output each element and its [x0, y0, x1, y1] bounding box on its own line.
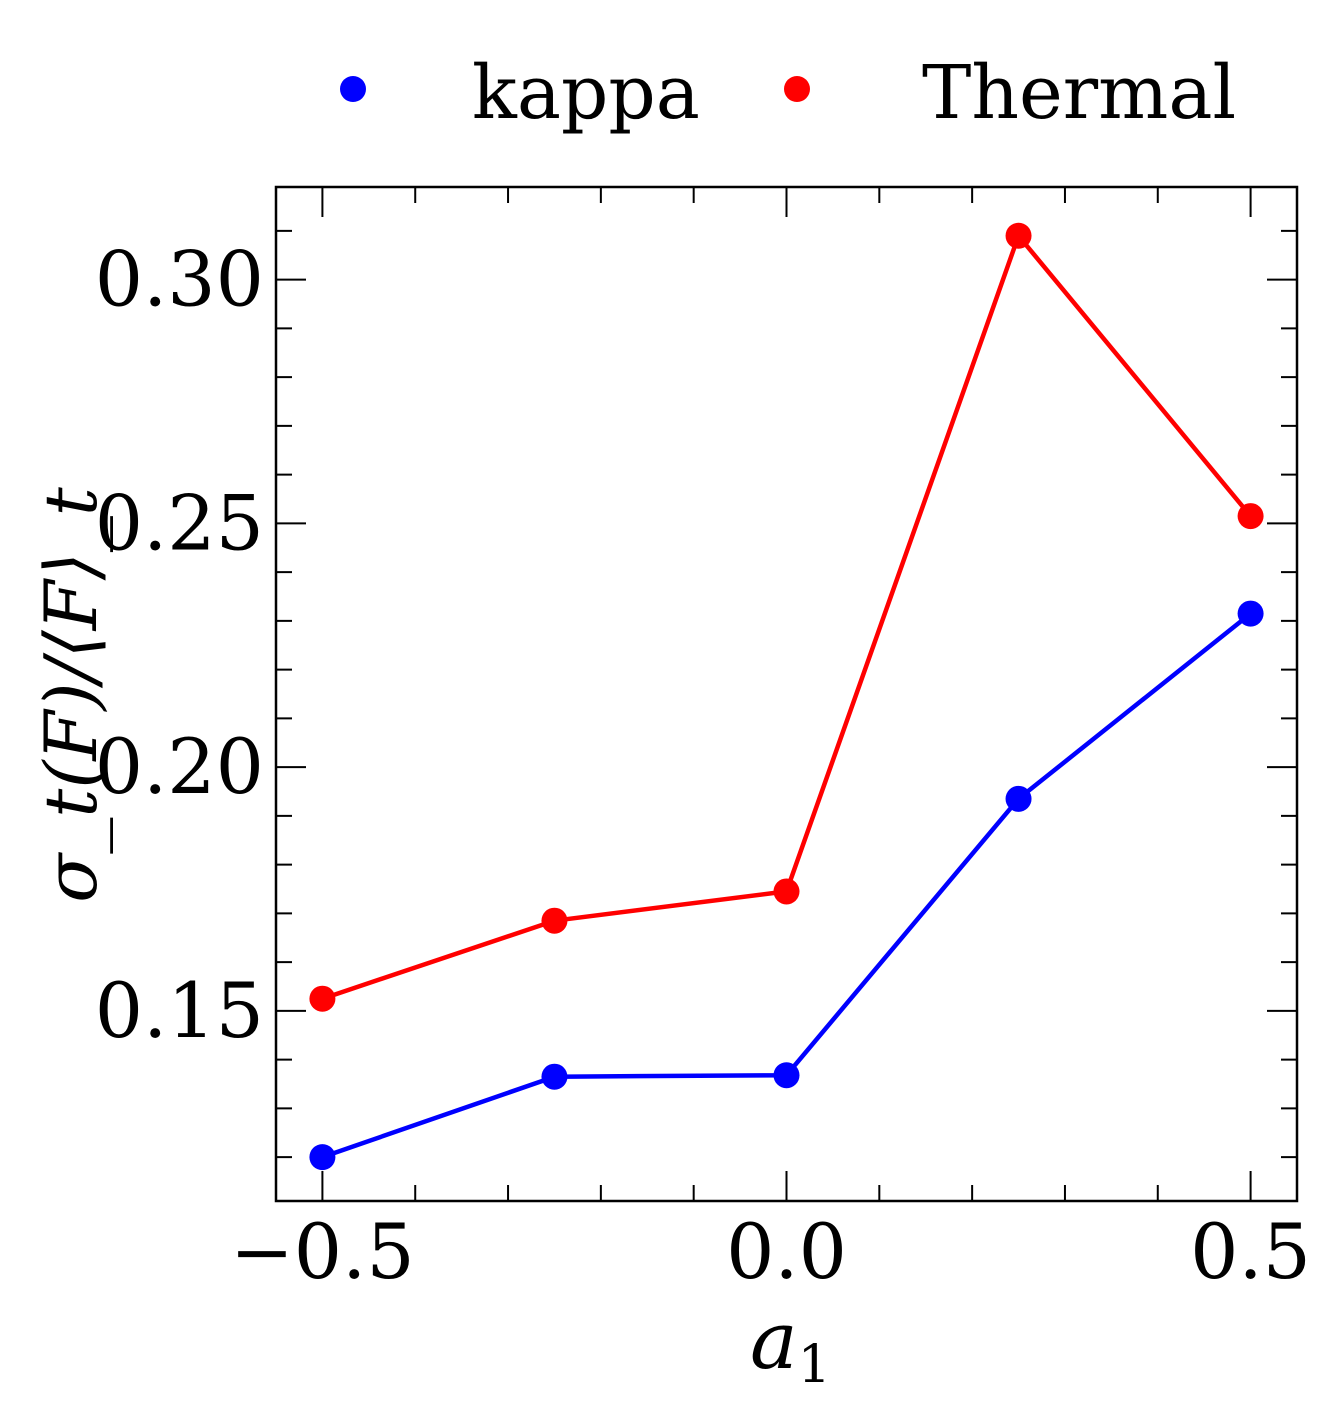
- data-point-kappa: [541, 1063, 568, 1090]
- data-point-kappa: [1237, 600, 1264, 627]
- y-tick-label: 0.20: [95, 722, 264, 811]
- data-point-thermal: [309, 985, 336, 1012]
- ticks: [276, 187, 1297, 1201]
- data-point-thermal: [541, 907, 568, 934]
- plot-frame: [274, 185, 1299, 1203]
- legend-label-kappa: kappa: [472, 50, 700, 136]
- data-point-kappa: [1005, 785, 1032, 812]
- data-point-kappa: [773, 1062, 800, 1089]
- y-axis-label: σ_t(F)/⟨F⟩_t: [29, 486, 113, 903]
- series-kappa: [309, 600, 1264, 1171]
- data-point-thermal: [1237, 503, 1264, 530]
- x-tick-label: 0.5: [1190, 1207, 1311, 1296]
- tick-labels: −0.5 0.0 0.5 0.15 0.20 0.25 0.30: [95, 235, 1311, 1296]
- series-thermal: [309, 222, 1264, 1012]
- x-tick-label: −0.5: [230, 1207, 415, 1296]
- data-point-thermal: [1005, 222, 1032, 249]
- legend: kappa Thermal: [340, 50, 1236, 136]
- legend-label-thermal: Thermal: [922, 50, 1236, 136]
- legend-marker-kappa: [340, 76, 366, 102]
- data-point-thermal: [773, 878, 800, 905]
- x-axis-label-sub: 1: [798, 1335, 831, 1395]
- x-axis-label-main: a: [750, 1294, 798, 1387]
- x-tick-label: 0.0: [726, 1207, 847, 1296]
- y-tick-label: 0.15: [95, 966, 264, 1055]
- y-tick-label: 0.30: [95, 235, 264, 324]
- series-layer: [309, 222, 1264, 1171]
- legend-marker-thermal: [784, 76, 810, 102]
- x-axis-label: a1: [750, 1294, 831, 1395]
- data-point-kappa: [309, 1144, 336, 1171]
- y-tick-label: 0.25: [95, 478, 264, 567]
